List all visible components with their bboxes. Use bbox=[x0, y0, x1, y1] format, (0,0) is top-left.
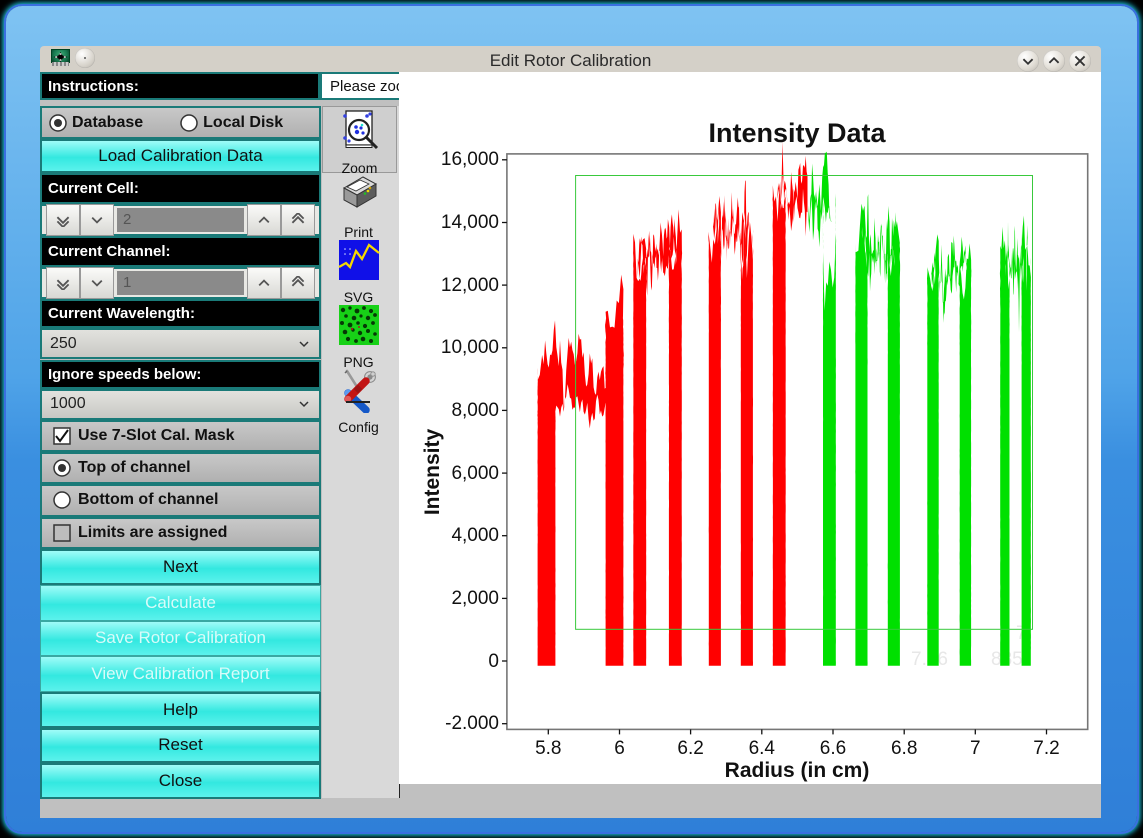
svg-text:6,000: 6,000 bbox=[451, 463, 499, 484]
svg-text:0: 0 bbox=[488, 651, 499, 672]
svg-text:6: 6 bbox=[614, 738, 625, 759]
svg-text:6.4: 6.4 bbox=[749, 738, 776, 759]
svg-text:14,000: 14,000 bbox=[441, 212, 499, 233]
svg-text:Intensity Data: Intensity Data bbox=[708, 118, 886, 148]
svg-text:16,000: 16,000 bbox=[441, 149, 499, 170]
svg-text:5.8: 5.8 bbox=[535, 738, 561, 759]
svg-text:7: 7 bbox=[970, 738, 981, 759]
svg-text:4,000: 4,000 bbox=[451, 525, 499, 546]
svg-text:Radius (in cm): Radius (in cm) bbox=[725, 759, 870, 782]
svg-text:2,000: 2,000 bbox=[451, 588, 499, 609]
svg-text:Intensity: Intensity bbox=[421, 429, 444, 516]
svg-text:6.8: 6.8 bbox=[891, 738, 917, 759]
svg-text:6.6: 6.6 bbox=[820, 738, 846, 759]
svg-text:12,000: 12,000 bbox=[441, 275, 499, 296]
svg-text:6.2: 6.2 bbox=[677, 738, 703, 759]
svg-text:7.2: 7.2 bbox=[1033, 738, 1059, 759]
svg-text:10,000: 10,000 bbox=[441, 337, 499, 358]
svg-text:-2.000: -2.000 bbox=[445, 713, 499, 734]
svg-text:8,000: 8,000 bbox=[451, 400, 499, 421]
